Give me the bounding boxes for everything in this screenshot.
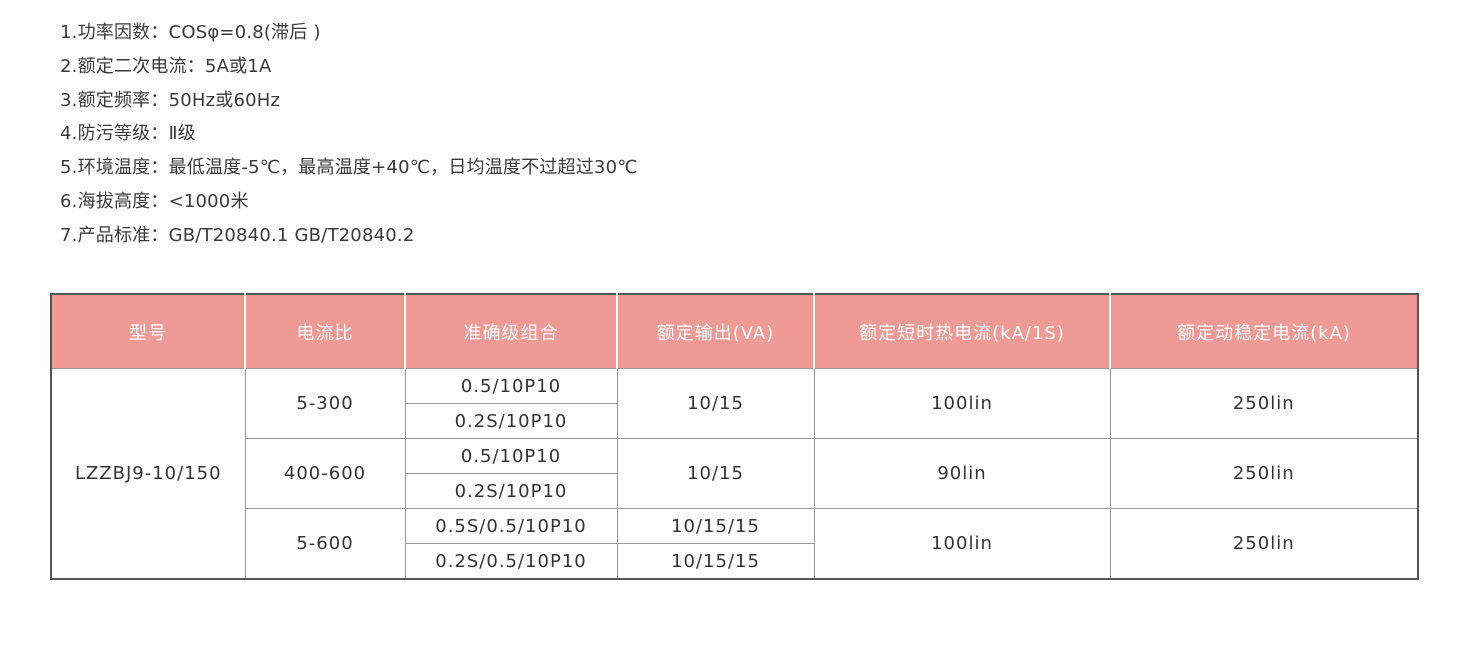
- table-row: 0.2S/10P10: [51, 403, 1418, 439]
- dynamic-cell: 250lin: [1109, 368, 1419, 439]
- thermal-cell: 100lin: [813, 508, 1111, 580]
- accuracy-cell: 0.2S/10P10: [404, 403, 618, 439]
- spec-item: 3.额定频率：50Hz或60Hz: [60, 89, 281, 111]
- table-header-row: 型号 电流比 准确级组合 额定输出(VA) 额定短时热电流(kA/1S) 额定动…: [51, 294, 1418, 369]
- table-row: 0.2S/10P10: [51, 473, 1418, 509]
- dynamic-cell: 250lin: [1109, 508, 1419, 580]
- spec-list: 1.功率因数：COSφ=0.8(滞后 ) 2.额定二次电流：5A或1A 3.额定…: [60, 20, 638, 257]
- spec-item: 1.功率因数：COSφ=0.8(滞后 ): [60, 22, 321, 43]
- ratio-cell: 5-600: [244, 508, 406, 580]
- table-row: 400-600 0.5/10P10 10/15 90lin 250lin: [51, 438, 1419, 509]
- header-dynamic: 额定动稳定电流(kA): [1109, 294, 1418, 369]
- table-row: 5-600 0.5S/0.5/10P10 10/15/15 100lin 250…: [51, 508, 1419, 580]
- accuracy-cell: 0.2S/0.5/10P10: [404, 543, 618, 580]
- header-ratio: 电流比: [244, 294, 405, 369]
- output-cell: 10/15/15: [616, 543, 815, 580]
- thermal-cell: 90lin: [813, 438, 1111, 509]
- accuracy-cell: 0.5/10P10: [404, 438, 618, 474]
- accuracy-cell: 0.2S/10P10: [404, 473, 618, 509]
- dynamic-cell: 250lin: [1109, 438, 1419, 509]
- accuracy-cell: 0.5S/0.5/10P10: [404, 508, 618, 544]
- output-cell: 10/15/15: [616, 508, 815, 544]
- header-accuracy: 准确级组合: [404, 294, 617, 369]
- spec-table: 型号 电流比 准确级组合 额定输出(VA) 额定短时热电流(kA/1S) 额定动…: [50, 293, 1419, 580]
- ratio-cell: 5-300: [244, 368, 406, 439]
- model-cell: LZZBJ9-10/150: [50, 368, 246, 580]
- spec-item: 4.防污等级：Ⅱ级: [60, 123, 196, 145]
- table-row: 0.2S/0.5/10P10 10/15/15: [51, 543, 1418, 580]
- ratio-cell: 400-600: [244, 438, 406, 509]
- spec-item: 2.额定二次电流：5A或1A: [60, 55, 272, 77]
- header-thermal: 额定短时热电流(kA/1S): [813, 294, 1110, 369]
- thermal-cell: 100lin: [813, 368, 1111, 439]
- header-model: 型号: [51, 294, 245, 369]
- accuracy-cell: 0.5/10P10: [404, 368, 618, 404]
- spec-item: 5.环境温度：最低温度-5℃，最高温度+40℃，日均温度不过超过30℃: [60, 157, 638, 179]
- header-output: 额定输出(VA): [616, 294, 814, 369]
- spec-item: 7.产品标准：GB/T20840.1 GB/T20840.2: [60, 224, 415, 246]
- table-row: LZZBJ9-10/150 5-300 0.5/10P10 10/15 100l…: [50, 368, 1419, 580]
- spec-item: 6.海拔高度：<1000米: [60, 190, 249, 212]
- output-cell: 10/15: [616, 368, 815, 439]
- output-cell: 10/15: [616, 438, 815, 509]
